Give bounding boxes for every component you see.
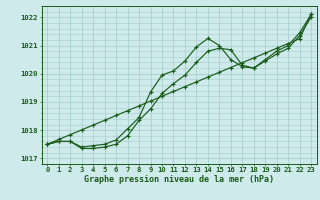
X-axis label: Graphe pression niveau de la mer (hPa): Graphe pression niveau de la mer (hPa) [84, 175, 274, 184]
